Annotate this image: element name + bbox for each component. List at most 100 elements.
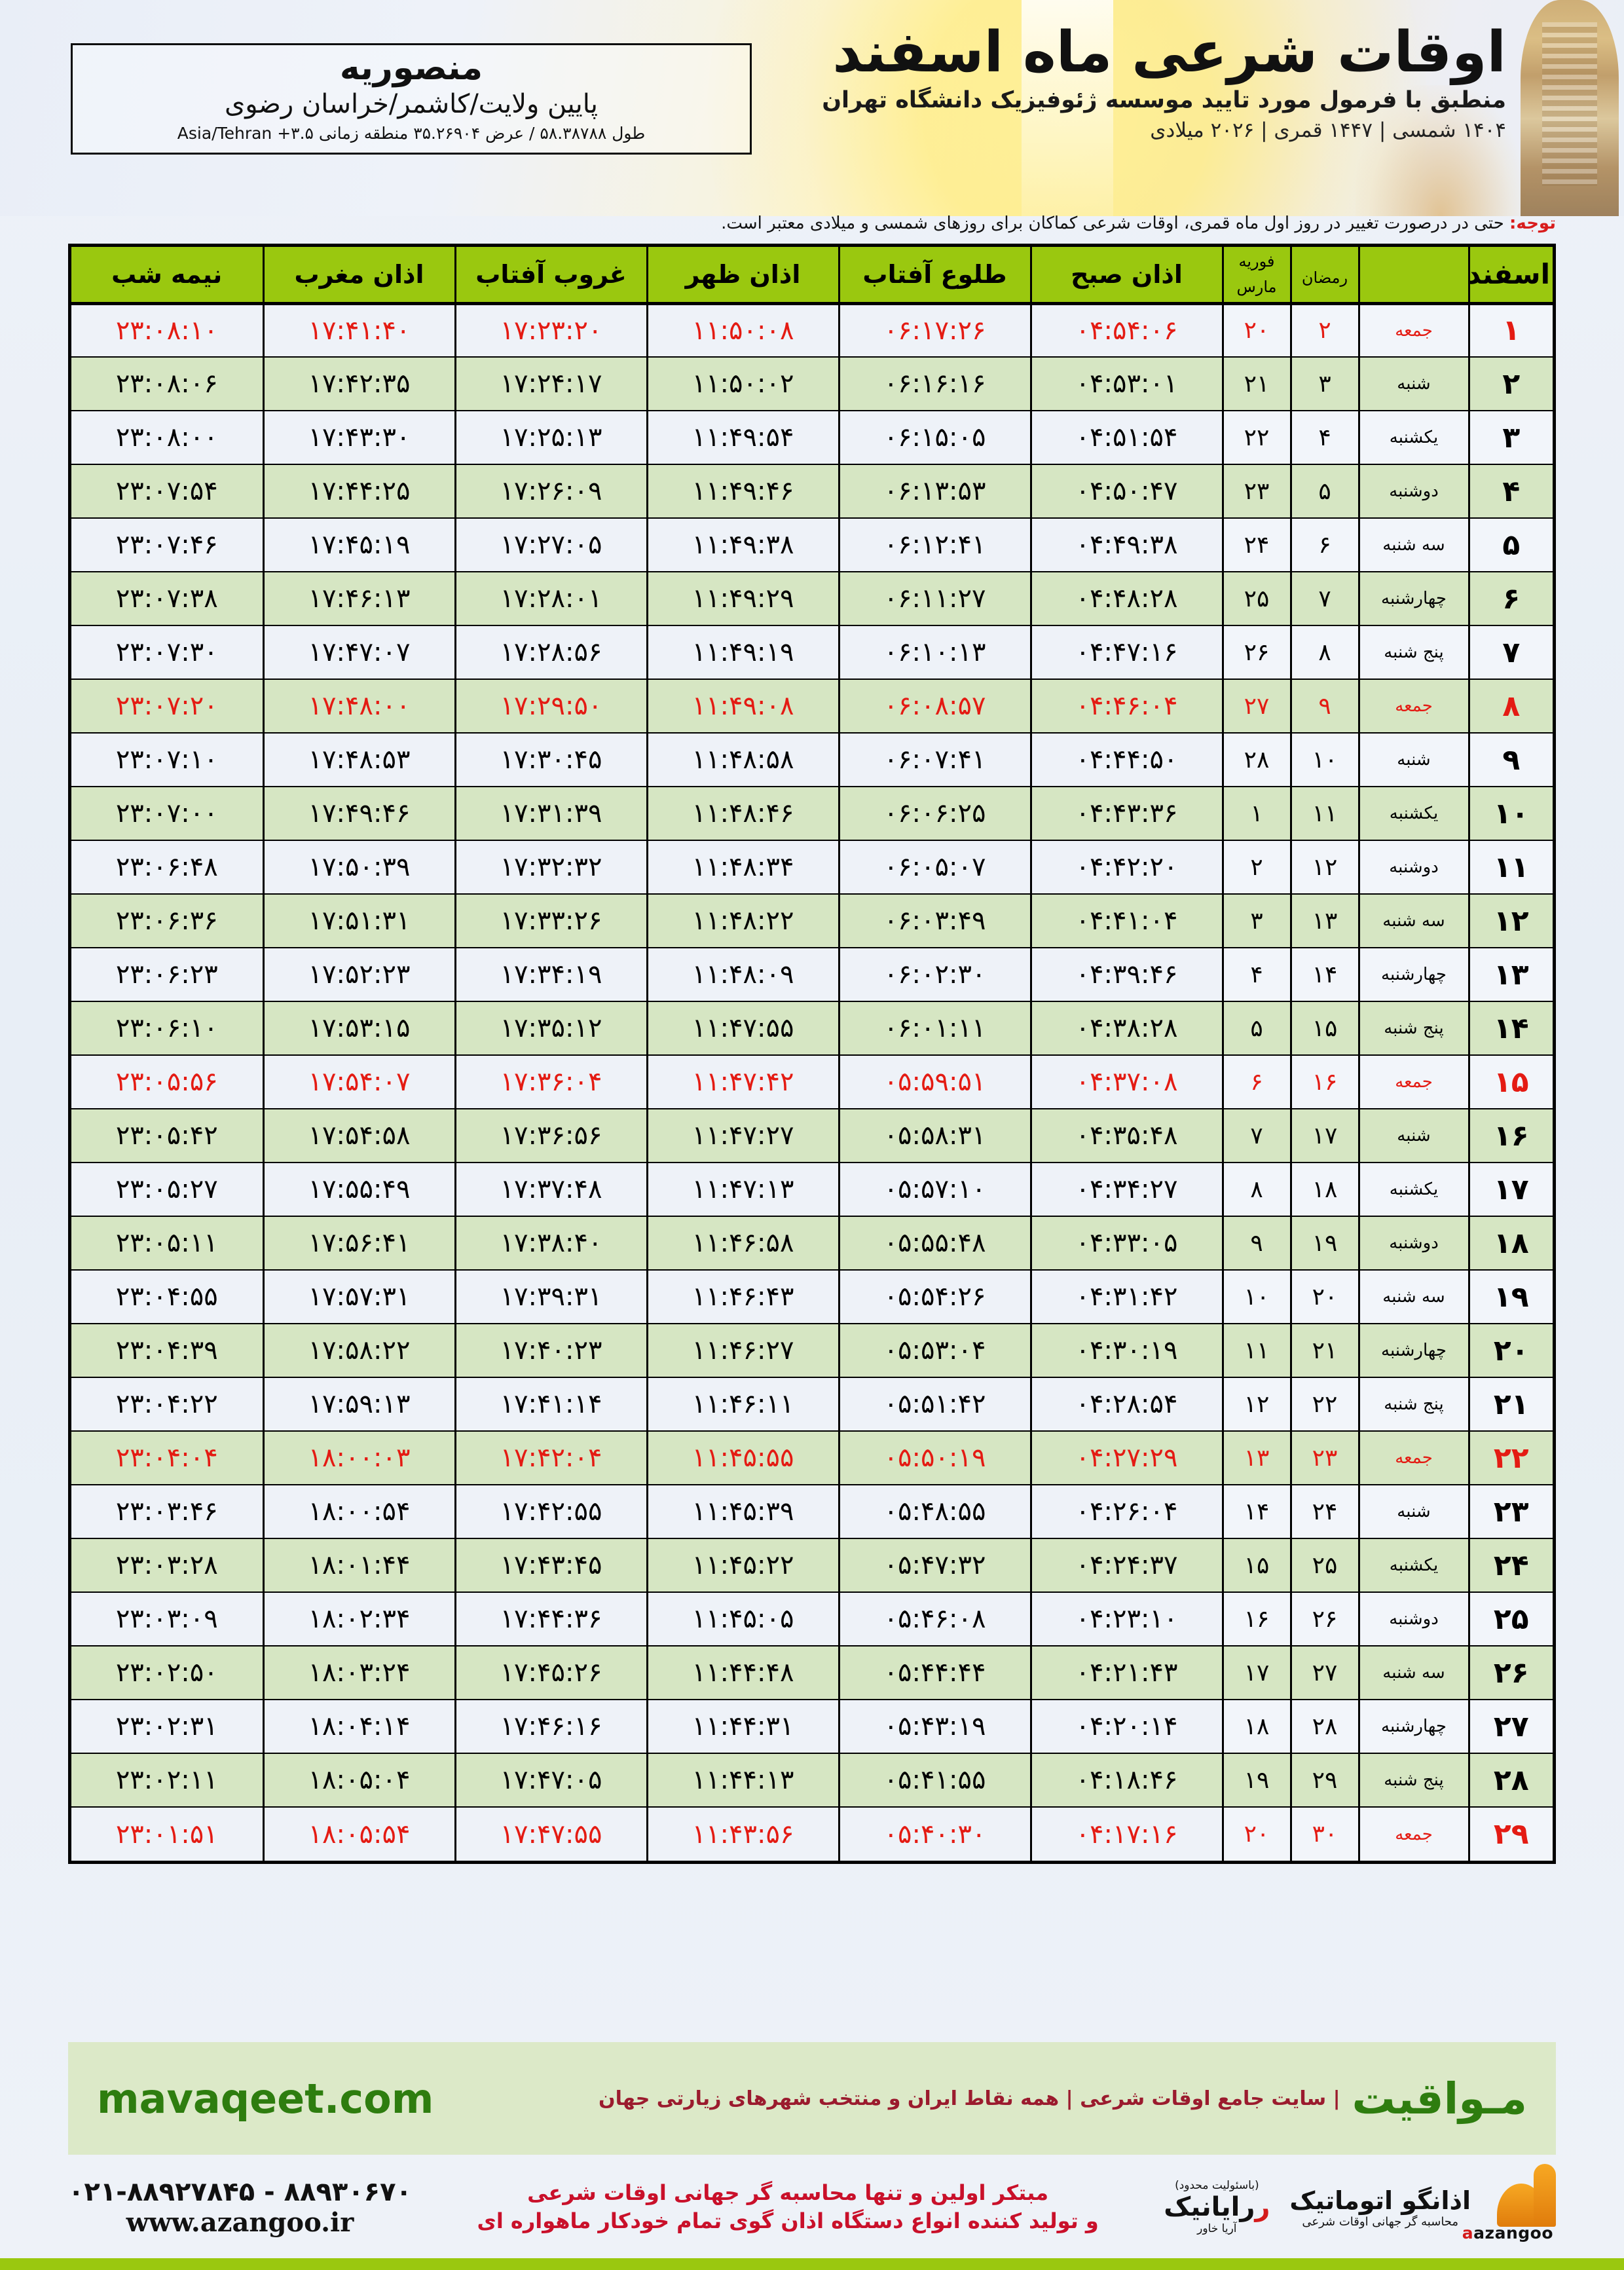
cell-ramadan: ۲۵ xyxy=(1289,1538,1359,1592)
page-title: اوقات شرعی ماه اسفند xyxy=(832,20,1507,85)
company-slogan: مبتکر اولین و تنها محاسبه گر جهانی اوقات… xyxy=(477,2179,1098,2235)
table-row: ۱۸ دوشنبه ۱۹ ۹ ۰۴:۳۳:۰۵ ۰۵:۵۵:۴۸ ۱۱:۴۶:۵۸ ۱۷:۳۸… xyxy=(71,1216,1553,1270)
cell-dhuhr: ۱۱:۴۸:۵۸ xyxy=(646,732,839,787)
th-gregorian: فوریه مارس xyxy=(1221,247,1291,303)
cell-maghrib: ۱۷:۴۸:۵۳ xyxy=(262,732,455,787)
cell-dhuhr: ۱۱:۴۶:۵۸ xyxy=(646,1216,839,1270)
cell-sunrise: ۰۵:۴۶:۰۸ xyxy=(838,1591,1031,1646)
cell-roz: ۱۴ xyxy=(1467,1001,1553,1055)
rayaneek-sub1: (باسئولیت محدود) xyxy=(1175,2179,1259,2192)
th-dhuhr: اذان ظهر xyxy=(646,247,839,303)
cell-ramadan: ۱۸ xyxy=(1289,1162,1359,1216)
cell-fajr: ۰۴:۴۱:۰۴ xyxy=(1029,893,1223,948)
th-ramadan-label: رمضان xyxy=(1301,268,1348,287)
cell-roz: ۲۷ xyxy=(1467,1699,1553,1753)
cell-greg: ۲۶ xyxy=(1221,625,1291,679)
cell-day: یکشنبه xyxy=(1357,786,1469,840)
cell-sunset: ۱۷:۲۹:۵۰ xyxy=(454,679,647,733)
cell-sunset: ۱۷:۳۳:۲۶ xyxy=(454,893,647,948)
th-feb-label: فوریه xyxy=(1238,251,1275,270)
cell-greg: ۲۰ xyxy=(1221,303,1291,357)
cell-greg: ۱۵ xyxy=(1221,1538,1291,1592)
company-website[interactable]: www.azangoo.ir xyxy=(126,2206,354,2238)
cell-ramadan: ۸ xyxy=(1289,625,1359,679)
cell-greg: ۴ xyxy=(1221,947,1291,1001)
cell-midnight: ۲۳:۰۴:۳۹ xyxy=(71,1323,263,1377)
cell-roz: ۲۴ xyxy=(1467,1538,1553,1592)
mosque-icon: aazangoo xyxy=(1462,2164,1556,2242)
cell-fajr: ۰۴:۴۸:۲۸ xyxy=(1029,571,1223,625)
cell-sunset: ۱۷:۲۸:۵۶ xyxy=(454,625,647,679)
cell-dhuhr: ۱۱:۴۹:۱۹ xyxy=(646,625,839,679)
cell-fajr: ۰۴:۳۳:۰۵ xyxy=(1029,1216,1223,1270)
tower-icon xyxy=(1534,2164,1556,2227)
cell-sunset: ۱۷:۲۷:۰۵ xyxy=(454,517,647,572)
cell-day: شنبه xyxy=(1357,1108,1469,1163)
table-row: ۱۷ یکشنبه ۱۸ ۸ ۰۴:۳۴:۲۷ ۰۵:۵۷:۱۰ ۱۱:۴۷:۱۳ ۱۷:۳۷… xyxy=(71,1162,1553,1216)
cell-sunset: ۱۷:۳۸:۴۰ xyxy=(454,1216,647,1270)
phone-number: ۰۲۱-۸۸۹۲۷۸۴۵ - ۸۸۹۳۰۶۷۰ xyxy=(68,2176,412,2207)
note-key: توجه: xyxy=(1509,214,1556,233)
cell-roz: ۷ xyxy=(1467,625,1553,679)
cell-greg: ۲ xyxy=(1221,840,1291,894)
cell-ramadan: ۹ xyxy=(1289,679,1359,733)
th-weekday xyxy=(1357,247,1469,303)
table-row: ۱۹ سه شنبه ۲۰ ۱۰ ۰۴:۳۱:۴۲ ۰۵:۵۴:۲۶ ۱۱:۴۶:۴۳ ۱۷:… xyxy=(71,1269,1553,1324)
cell-roz: ۲۰ xyxy=(1467,1323,1553,1377)
azangoo-logo: aazangoo اذانگو اتوماتیک محاسبه گر جهانی… xyxy=(1289,2164,1556,2242)
cell-midnight: ۲۳:۰۳:۰۹ xyxy=(71,1591,263,1646)
cell-day: سه شنبه xyxy=(1357,1645,1469,1700)
cell-maghrib: ۱۸:۰۴:۱۴ xyxy=(262,1699,455,1753)
cell-greg: ۱۶ xyxy=(1221,1591,1291,1646)
cell-midnight: ۲۳:۰۶:۴۸ xyxy=(71,840,263,894)
cell-midnight: ۲۳:۰۲:۱۱ xyxy=(71,1753,263,1807)
cell-midnight: ۲۳:۰۵:۱۱ xyxy=(71,1216,263,1270)
cell-maghrib: ۱۸:۰۲:۳۴ xyxy=(262,1591,455,1646)
table-row: ۲۴ یکشنبه ۲۵ ۱۵ ۰۴:۲۴:۳۷ ۰۵:۴۷:۳۲ ۱۱:۴۵:۲۲ ۱۷:۴… xyxy=(71,1538,1553,1592)
cell-roz: ۵ xyxy=(1467,517,1553,572)
cell-fajr: ۰۴:۳۹:۴۶ xyxy=(1029,947,1223,1001)
table-row: ۲۵ دوشنبه ۲۶ ۱۶ ۰۴:۲۳:۱۰ ۰۵:۴۶:۰۸ ۱۱:۴۵:۰۵ ۱۷:۴… xyxy=(71,1591,1553,1646)
cell-ramadan: ۱۳ xyxy=(1289,893,1359,948)
cell-day: دوشنبه xyxy=(1357,1216,1469,1270)
cell-sunrise: ۰۶:۱۶:۱۶ xyxy=(838,356,1031,411)
cell-greg: ۱۹ xyxy=(1221,1753,1291,1807)
cell-sunrise: ۰۵:۴۱:۵۵ xyxy=(838,1753,1031,1807)
cell-greg: ۱۱ xyxy=(1221,1323,1291,1377)
cell-day: سه شنبه xyxy=(1357,893,1469,948)
cell-maghrib: ۱۸:۰۱:۴۴ xyxy=(262,1538,455,1592)
page-subtitle: منطبق با فرمول مورد تایید موسسه ژئوفیزیک… xyxy=(822,86,1506,113)
cell-dhuhr: ۱۱:۴۶:۲۷ xyxy=(646,1323,839,1377)
cell-maghrib: ۱۷:۴۹:۴۶ xyxy=(262,786,455,840)
cell-sunrise: ۰۶:۱۲:۴۱ xyxy=(838,517,1031,572)
cell-ramadan: ۲ xyxy=(1289,303,1359,357)
brand-website[interactable]: mavaqeet.com xyxy=(97,2074,434,2123)
th-esfand: اسفند xyxy=(1467,247,1553,303)
cell-sunrise: ۰۵:۵۸:۳۱ xyxy=(838,1108,1031,1163)
cell-sunset: ۱۷:۲۵:۱۳ xyxy=(454,410,647,464)
cell-sunset: ۱۷:۳۷:۴۸ xyxy=(454,1162,647,1216)
cell-greg: ۸ xyxy=(1221,1162,1291,1216)
table-row: ۱۶ شنبه ۱۷ ۷ ۰۴:۳۵:۴۸ ۰۵:۵۸:۳۱ ۱۱:۴۷:۲۷ ۱۷:۳۶:۵… xyxy=(71,1108,1553,1163)
cell-midnight: ۲۳:۰۶:۱۰ xyxy=(71,1001,263,1055)
cell-sunset: ۱۷:۴۲:۰۴ xyxy=(454,1430,647,1485)
cell-day: پنج شنبه xyxy=(1357,1001,1469,1055)
cell-sunset: ۱۷:۴۵:۲۶ xyxy=(454,1645,647,1700)
cell-midnight: ۲۳:۰۳:۴۶ xyxy=(71,1484,263,1538)
table-row: ۵ سه شنبه ۶ ۲۴ ۰۴:۴۹:۳۸ ۰۶:۱۲:۴۱ ۱۱:۴۹:۳۸ ۱۷:۲۷… xyxy=(71,517,1553,572)
cell-sunset: ۱۷:۳۵:۱۲ xyxy=(454,1001,647,1055)
cell-dhuhr: ۱۱:۴۷:۱۳ xyxy=(646,1162,839,1216)
cell-fajr: ۰۴:۴۴:۵۰ xyxy=(1029,732,1223,787)
cell-midnight: ۲۳:۰۷:۲۰ xyxy=(71,679,263,733)
cell-ramadan: ۱۷ xyxy=(1289,1108,1359,1163)
table-row: ۶ چهارشنبه ۷ ۲۵ ۰۴:۴۸:۲۸ ۰۶:۱۱:۲۷ ۱۱:۴۹:۲۹ ۱۷:۲… xyxy=(71,571,1553,625)
cell-roz: ۲۹ xyxy=(1467,1806,1553,1861)
azangoo-wordmark: aazangoo xyxy=(1462,2223,1553,2242)
cell-sunrise: ۰۶:۰۷:۴۱ xyxy=(838,732,1031,787)
cell-ramadan: ۲۳ xyxy=(1289,1430,1359,1485)
cell-day: جمعه xyxy=(1357,679,1469,733)
cell-fajr: ۰۴:۲۶:۰۴ xyxy=(1029,1484,1223,1538)
cell-greg: ۲۷ xyxy=(1221,679,1291,733)
table-row: ۱۵ جمعه ۱۶ ۶ ۰۴:۳۷:۰۸ ۰۵:۵۹:۵۱ ۱۱:۴۷:۴۲ ۱۷:۳۶:۰… xyxy=(71,1054,1553,1109)
light-ray-decoration xyxy=(1022,0,1113,216)
